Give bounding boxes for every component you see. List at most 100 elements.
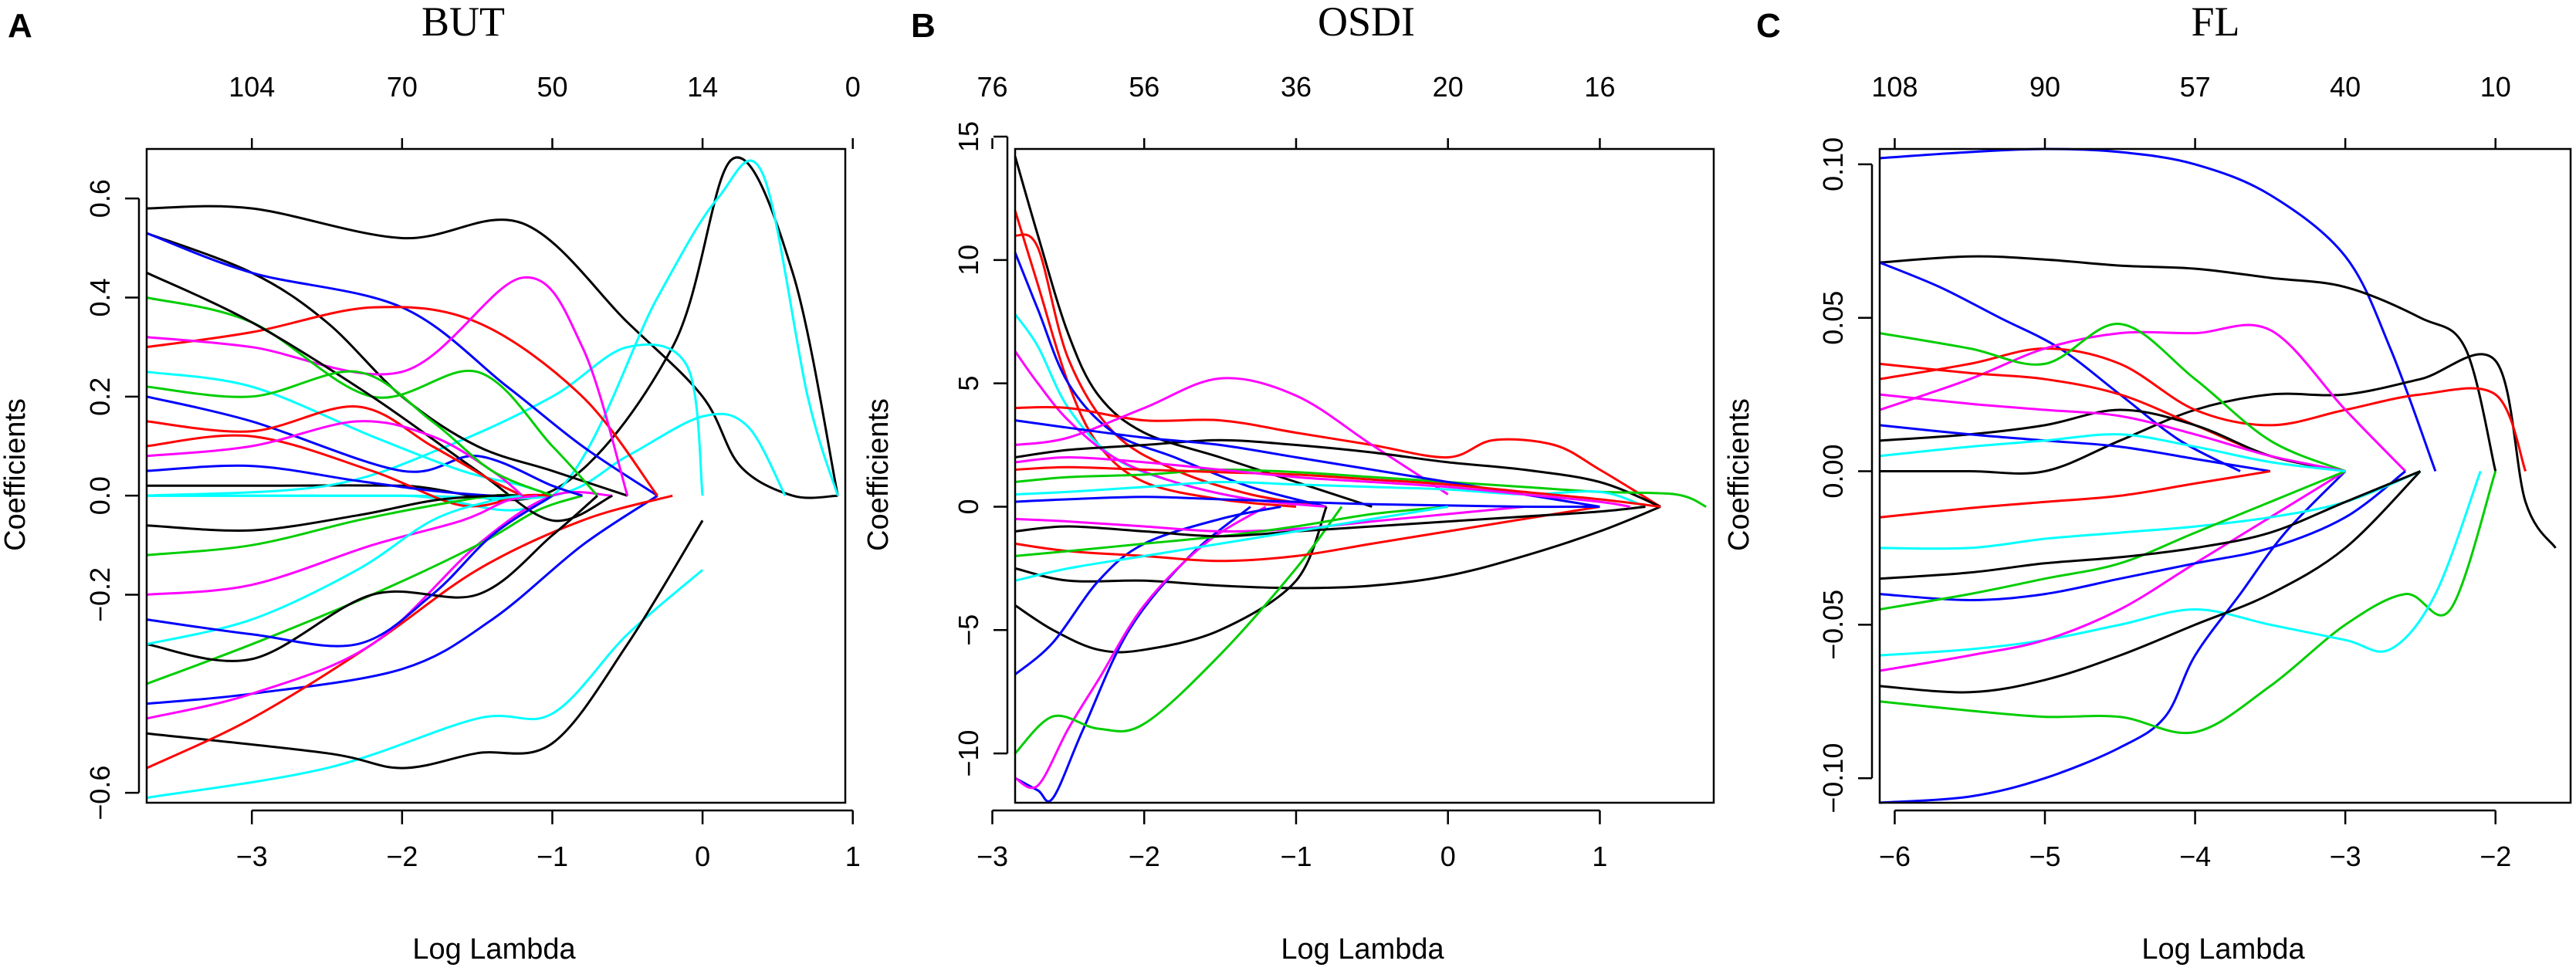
series-line-s10 [146,494,658,705]
y-tick-label: −5 [953,614,984,646]
x-tick-label: −1 [537,841,568,872]
panel-a: A BUT −3 −2 −1 0 1 104 70 50 14 0 −0.6 −0.2 0.0 0.2 0.… [0,0,861,966]
top-tick-label: 20 [1433,71,1464,103]
top-tick-label: 16 [1584,71,1615,103]
plot-frame [145,147,847,804]
x-tick-label: −3 [977,841,1008,872]
series-line-s23 [1014,496,1600,509]
y-tick-label: −10 [953,730,984,777]
series-line-s17 [1879,470,2346,611]
top-tick-label: 76 [977,71,1007,103]
series-line-s16 [1014,468,1707,508]
series-line-s5 [1879,471,2497,735]
top-tick-label: 14 [687,71,718,103]
series-line-s3 [1879,255,2497,472]
panel-title: BUT [421,0,505,45]
y-tick-label: 15 [953,121,984,152]
series-line-s14 [146,490,613,720]
panel-label: C [1756,7,1781,45]
series-line-s26 [146,405,523,497]
series-line-s10 [1014,506,1328,654]
series-line-s9 [1014,506,1661,590]
series-line-s30 [146,370,553,497]
panel-c: C FL −6 −5 −4 −3 −2 108 90 57 40 10 −0.10 −0.05 0.00… [1723,0,2572,966]
y-tick-label: −0.6 [84,766,116,820]
series-line-s1 [1879,147,2437,472]
panel-title: FL [2191,0,2239,45]
series-line-s24 [1014,465,1661,508]
y-tick-label: −0.2 [84,567,116,622]
series-line-s2 [147,156,839,502]
x-tick-label: 0 [695,841,710,872]
top-tick-label: 108 [1871,71,1918,103]
series-line-s14 [1879,362,2346,472]
series-line-s25 [1014,506,1448,582]
series-line-s1 [1014,156,1373,508]
panel-label: A [8,7,32,45]
series-line-s11 [1879,470,2422,694]
y-axis-label: Coefficients [0,398,32,551]
top-tick-label: 70 [387,71,418,103]
panel-title: OSDI [1318,0,1415,45]
top-tick-label: 0 [845,71,861,103]
series-line-s29 [146,494,553,648]
x-tick-label: 1 [845,841,861,872]
y-tick-label: 0.6 [84,179,116,218]
series-line-s12 [1014,506,1267,790]
x-tick-label: −1 [1280,841,1312,872]
y-tick-label: 10 [953,245,984,276]
series-line-s10 [1879,470,2482,657]
y-tick-label: 0.05 [1817,291,1849,345]
x-tick-label: −6 [1879,841,1911,872]
top-tick-label: 90 [2029,71,2060,103]
y-tick-label: 0.2 [84,377,116,416]
series-line-s6 [1880,353,2557,549]
top-tick-label: 57 [2180,71,2211,103]
series-line-s11 [146,494,673,770]
x-tick-label: −5 [2029,841,2060,872]
series-line-s22 [1879,470,2421,580]
x-axis-label: Log Lambda [1281,933,1444,966]
y-tick-label: 5 [953,376,984,391]
series-line-s17 [146,272,613,523]
y-tick-label: 0.00 [1817,444,1849,498]
series-line-s8 [1014,377,1449,496]
series-line-s20 [1879,470,2271,519]
series-line-s13 [146,276,629,496]
x-tick-label: −4 [2179,841,2211,872]
series-line-s7 [146,519,704,770]
series-line-s15 [1014,438,1661,508]
series-line-s19 [146,395,583,497]
plot-frame [1014,147,1715,804]
y-axis-label: Coefficients [862,398,895,551]
x-axis-label: Log Lambda [412,933,576,966]
x-tick-label: 1 [1592,841,1607,872]
x-tick-label: −2 [2480,841,2511,872]
series-line-s18 [146,495,598,662]
y-tick-label: 0.0 [84,476,116,515]
series-line-s9 [146,232,658,497]
series-line-s21 [1879,433,2346,472]
series-line-s6 [146,343,704,497]
series-line-s1 [146,205,838,499]
series-line-s5 [146,569,704,800]
series-line-s22 [146,494,538,596]
x-tick-label: 0 [1440,841,1456,872]
y-tick-label: −0.05 [1817,590,1849,660]
plot-area: −6 −5 −4 −3 −2 108 90 57 40 10 −0.10 −0.05 0.00 0.05 0… [1817,71,2572,872]
series-line-s12 [146,306,658,497]
series-line-s19 [1879,424,2271,472]
series-line-s26 [1014,455,1631,508]
series-line-s18 [1014,480,1647,508]
series-line-s2 [1879,470,2347,804]
x-tick-label: −2 [386,841,418,872]
series-line-s16 [146,494,583,685]
top-tick-label: 50 [537,71,567,103]
y-axis-label: Coefficients [1723,398,1755,551]
x-tick-label: −3 [236,841,268,872]
series-line-s9 [1879,323,2346,472]
series-line-s27 [146,494,523,646]
